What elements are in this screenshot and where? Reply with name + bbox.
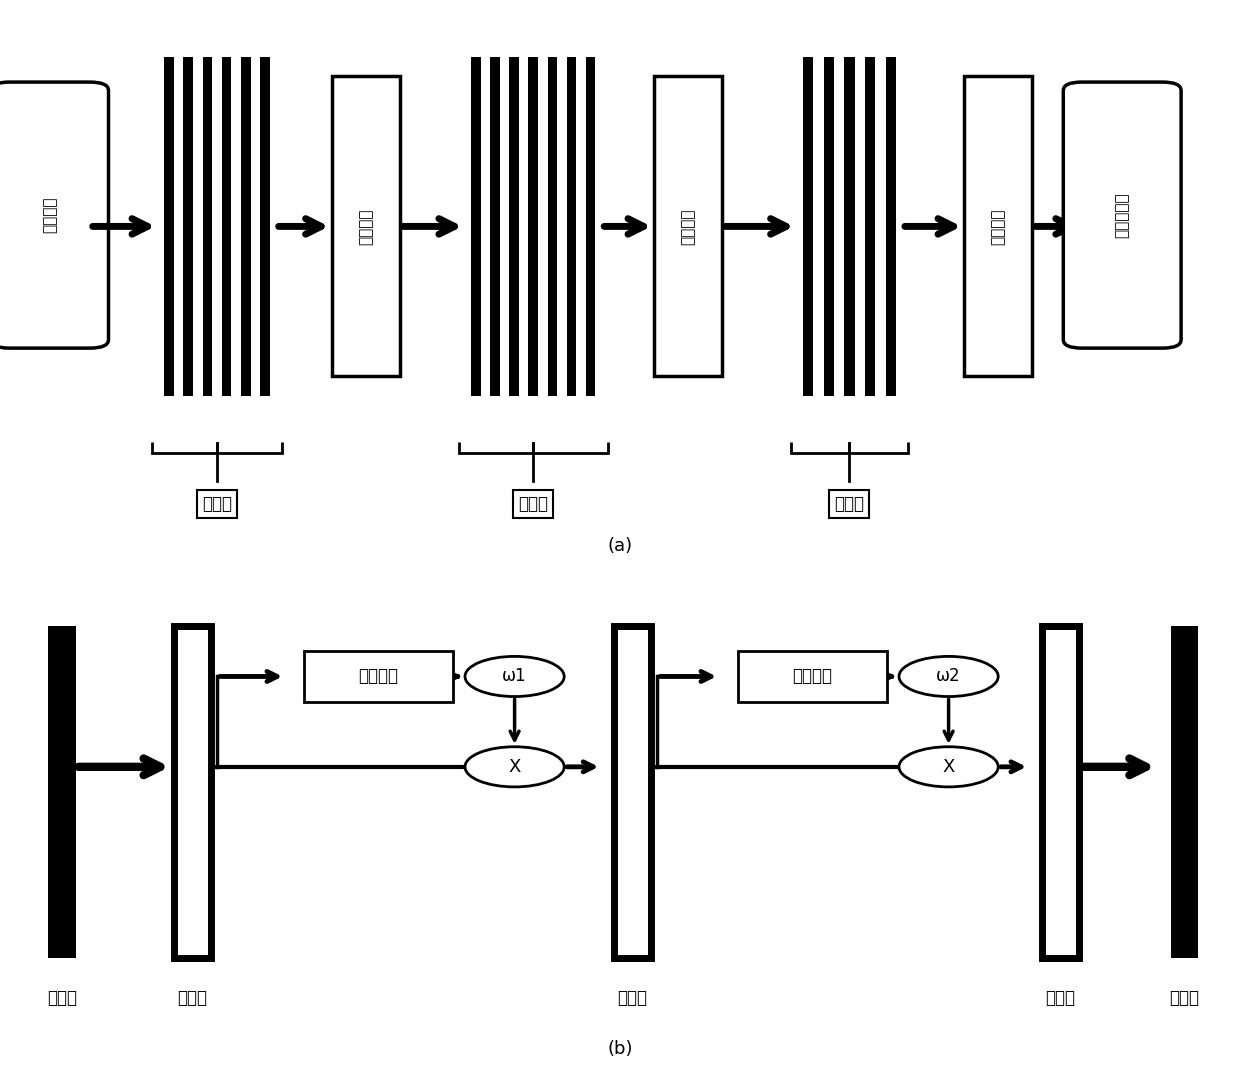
Bar [164,57,174,396]
Bar [614,626,651,958]
Bar [510,57,518,396]
Circle shape [899,657,998,696]
Text: 输入图像: 输入图像 [42,197,57,233]
Text: X: X [508,758,521,775]
Circle shape [899,747,998,787]
Text: ω2: ω2 [936,668,961,686]
Text: (b): (b) [608,1040,632,1058]
Circle shape [465,657,564,696]
Circle shape [465,747,564,787]
Bar [885,57,895,396]
Bar [184,57,193,396]
Bar [1042,626,1079,958]
Text: 注意模块: 注意模块 [681,208,696,245]
Text: 卷积层: 卷积层 [47,989,77,1007]
FancyBboxPatch shape [1063,82,1180,348]
Bar [738,651,887,702]
Bar [331,77,399,376]
Bar [260,57,269,396]
Text: 卷积层: 卷积层 [835,494,864,513]
Bar [528,57,538,396]
Text: 局部池化: 局部池化 [792,668,832,686]
Text: 输出特征图: 输出特征图 [1115,192,1130,238]
Bar [202,57,212,396]
Text: 特征图: 特征图 [618,989,647,1007]
Bar [241,57,250,396]
Text: 特征图: 特征图 [1045,989,1075,1007]
Bar [655,77,723,376]
Bar [490,57,500,396]
Bar [304,651,453,702]
Text: 卷积层: 卷积层 [518,494,548,513]
FancyBboxPatch shape [0,82,109,348]
Text: 特征图: 特征图 [177,989,207,1007]
Bar [804,57,813,396]
Text: (a): (a) [608,537,632,554]
Text: 卷积层: 卷积层 [202,494,232,513]
Bar [471,57,481,396]
Bar [844,57,854,396]
Text: 全局池化: 全局池化 [358,668,398,686]
Bar [823,57,835,396]
Bar [1171,626,1198,958]
Text: ω1: ω1 [502,668,527,686]
Text: 注意模块: 注意模块 [358,208,373,245]
Bar [567,57,577,396]
Bar [866,57,875,396]
Bar [585,57,595,396]
Bar [222,57,232,396]
Text: 卷积层: 卷积层 [1169,989,1199,1007]
Text: X: X [942,758,955,775]
Bar [174,626,211,958]
Bar [548,57,557,396]
Bar [48,626,76,958]
Bar [965,77,1033,376]
Text: 注意模块: 注意模块 [991,208,1006,245]
